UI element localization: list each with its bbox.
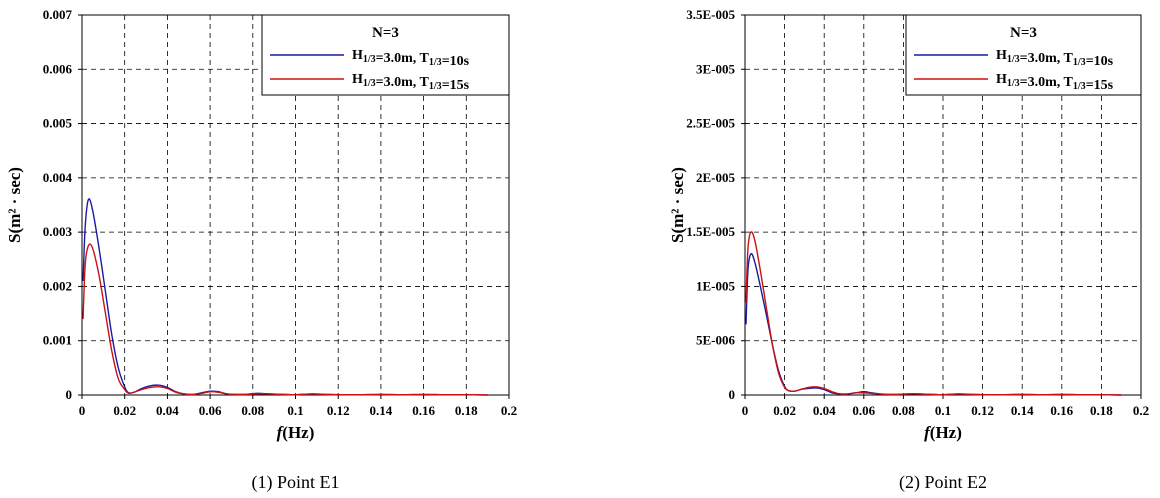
y-tick-label: 3E-005 (696, 61, 736, 76)
x-tick-label: 0.18 (455, 403, 478, 418)
x-tick-label: 0.08 (892, 403, 915, 418)
panel-caption: (2) Point E2 (899, 472, 987, 493)
legend-entry-label: H1/3=3.0m, T1/3=10s (352, 48, 470, 69)
y-tick-label: 0 (66, 387, 73, 402)
chart-panel-point-e1: 0 0.02 0.04 0.06 0.08 0.1 0.12 0.14 0.16 0.18 0.2 … (5, 7, 517, 493)
x-tick-labels: 0 0.02 0.04 0.06 0.08 0.1 0.12 0.14 0.16 0.18 0.2 (742, 395, 1149, 418)
x-tick-label: 0.06 (852, 403, 875, 418)
series-line-t10s (82, 198, 488, 396)
y-axis-label: S(m² · sec) (5, 167, 24, 243)
y-tick-label: 2.5E-005 (686, 116, 735, 131)
series-lines (82, 198, 488, 396)
x-tick-label: 0.14 (1011, 403, 1034, 418)
x-axis-label: f(Hz) (277, 423, 315, 442)
x-tick-label: 0.08 (241, 403, 264, 418)
x-tick-label: 0.1 (935, 403, 951, 418)
legend-title: N=3 (1010, 25, 1037, 41)
legend: N=3 H1/3=3.0m, T1/3=10s H1/3=3.0m, T1/3=15… (905, 14, 1142, 96)
y-tick-labels: 0 5E-006 1E-005 1.5E-005 2E-005 2.5E-005 3E-00… (686, 7, 745, 402)
x-tick-label: 0.12 (327, 403, 350, 418)
x-tick-label: 0.18 (1090, 403, 1113, 418)
series-line-t10s (745, 252, 1122, 396)
x-tick-label: 0.14 (370, 403, 393, 418)
y-tick-label: 0.001 (43, 333, 72, 348)
x-tick-label: 0.1 (287, 403, 303, 418)
series-lines (745, 231, 1122, 396)
y-tick-label: 5E-006 (696, 333, 736, 348)
y-tick-label: 0.003 (43, 224, 73, 239)
x-tick-label: 0.02 (773, 403, 796, 418)
x-tick-label: 0.16 (1050, 403, 1073, 418)
x-tick-label: 0.02 (113, 403, 136, 418)
legend-entry-label: H1/3=3.0m, T1/3=15s (996, 72, 1114, 93)
x-tick-label: 0.2 (501, 403, 517, 418)
y-tick-label: 3.5E-005 (686, 7, 735, 22)
x-tick-label: 0 (79, 403, 86, 418)
y-tick-label: 0.005 (43, 116, 73, 131)
x-tick-label: 0.04 (156, 403, 179, 418)
legend-entry-label: H1/3=3.0m, T1/3=15s (352, 72, 470, 93)
x-tick-label: 0.06 (199, 403, 222, 418)
chart-panel-point-e2: 0 0.02 0.04 0.06 0.08 0.1 0.12 0.14 0.16 0.18 0.2 … (668, 7, 1149, 493)
y-tick-label: 0.006 (43, 61, 73, 76)
legend: N=3 H1/3=3.0m, T1/3=10s H1/3=3.0m, T1/3=15… (261, 14, 510, 96)
y-tick-label: 1E-005 (696, 278, 736, 293)
x-tick-labels: 0 0.02 0.04 0.06 0.08 0.1 0.12 0.14 0.16 0.18 0.2 (79, 395, 517, 418)
y-tick-label: 2E-005 (696, 170, 736, 185)
legend-box (905, 14, 1142, 96)
x-axis-label: f(Hz) (924, 423, 962, 442)
x-tick-label: 0 (742, 403, 749, 418)
series-line-t15s (82, 243, 488, 396)
y-tick-label: 0.002 (43, 278, 72, 293)
y-tick-label: 0.007 (43, 7, 73, 22)
legend-entry-label: H1/3=3.0m, T1/3=10s (996, 48, 1114, 69)
y-tick-label: 0 (729, 387, 736, 402)
y-tick-label: 0.004 (43, 170, 73, 185)
x-tick-label: 0.2 (1133, 403, 1149, 418)
legend-title: N=3 (372, 25, 399, 41)
y-axis-label: S(m² · sec) (668, 167, 687, 243)
x-tick-label: 0.16 (412, 403, 435, 418)
panel-caption: (1) Point E1 (252, 472, 340, 493)
y-tick-label: 1.5E-005 (686, 224, 735, 239)
x-tick-label: 0.12 (971, 403, 994, 418)
y-tick-labels: 0 0.001 0.002 0.003 0.004 0.005 0.006 0.007 (43, 7, 82, 402)
series-line-t15s (745, 231, 1122, 396)
x-tick-label: 0.04 (813, 403, 836, 418)
